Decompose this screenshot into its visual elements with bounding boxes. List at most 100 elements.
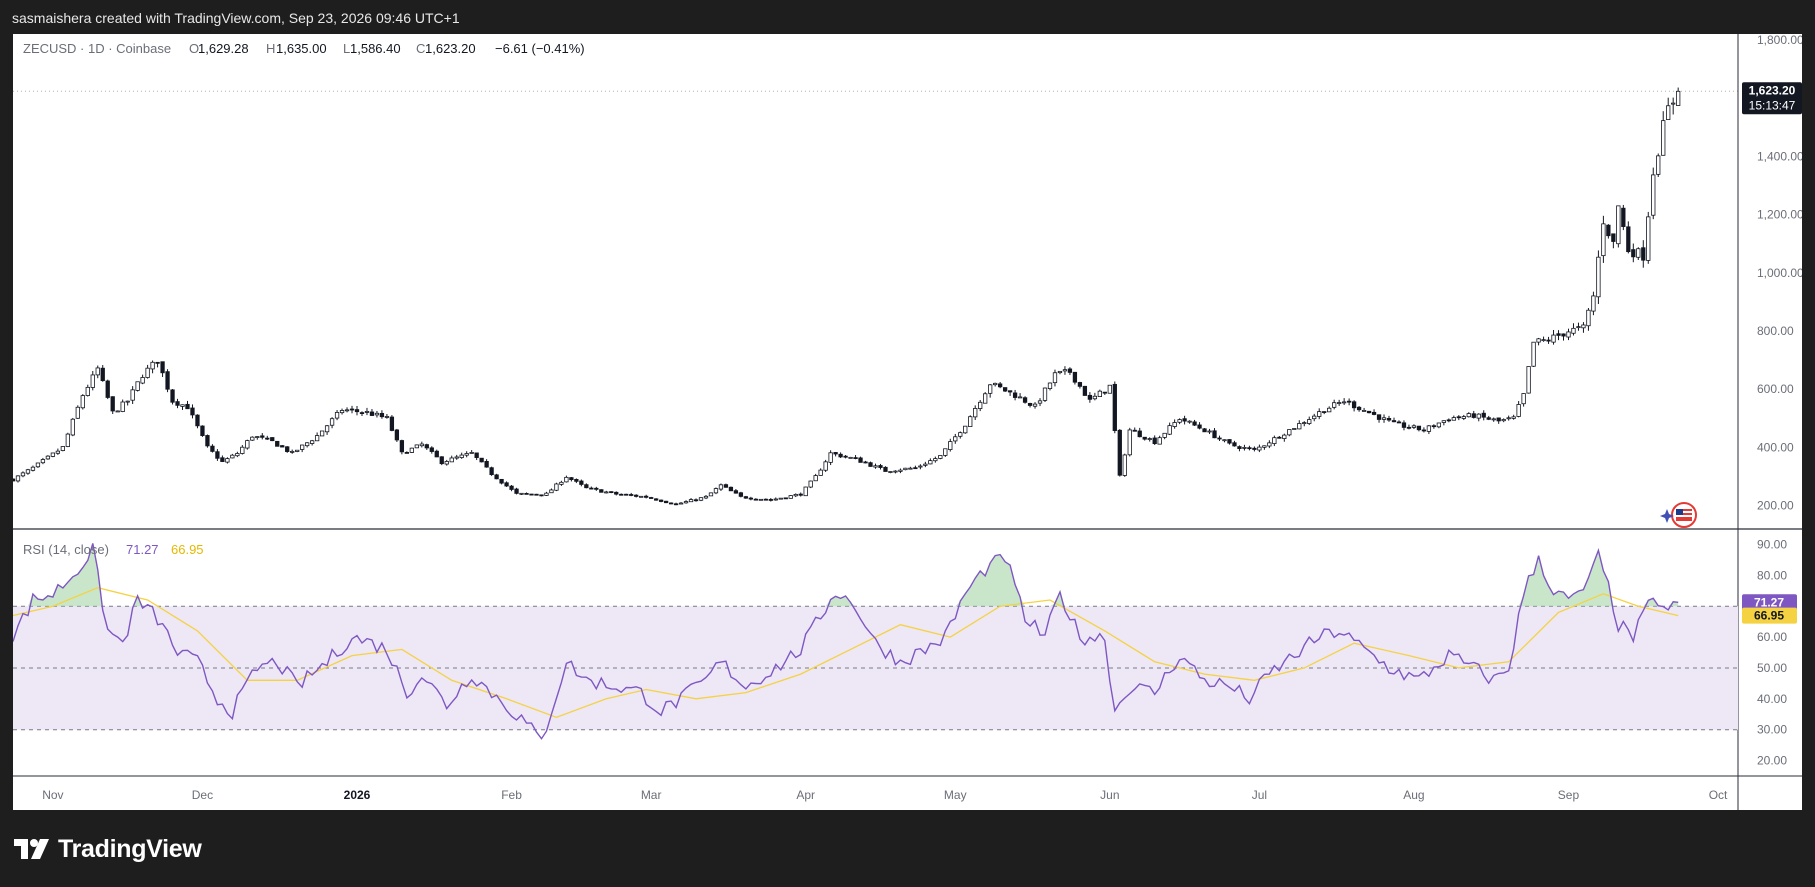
attribution-text: sasmaishera created with TradingView.com… xyxy=(12,10,460,26)
candle xyxy=(1626,221,1631,254)
candle xyxy=(469,450,474,454)
candle xyxy=(75,405,80,419)
rsi-tick-label: 20.00 xyxy=(1757,754,1787,768)
candle xyxy=(424,443,429,450)
rsi-band-fill xyxy=(13,606,1738,730)
candle xyxy=(763,498,768,501)
candle xyxy=(1237,445,1242,452)
candle xyxy=(863,460,868,464)
candle xyxy=(758,498,763,501)
candle xyxy=(1531,341,1536,367)
candle xyxy=(599,489,604,493)
candle xyxy=(429,446,434,454)
candle xyxy=(150,360,155,374)
candle xyxy=(225,457,230,464)
candle xyxy=(609,491,614,494)
candle xyxy=(1646,211,1651,264)
candle xyxy=(1162,432,1167,440)
candle xyxy=(354,406,360,416)
chart-frame: ZECUSD · 1D · Coinbase O 1,629.28 H 1,63… xyxy=(10,33,1804,810)
candle xyxy=(1561,333,1566,341)
candle xyxy=(130,386,135,405)
candle xyxy=(1676,87,1681,106)
legend-open-value: 1,629.28 xyxy=(198,41,249,56)
candle xyxy=(155,361,160,368)
price-tick-label: 1,200.00 xyxy=(1757,208,1802,222)
legend-symbol[interactable]: ZECUSD · 1D · Coinbase xyxy=(23,41,171,56)
candle xyxy=(255,436,260,440)
candle xyxy=(713,487,719,495)
candle xyxy=(549,488,554,494)
candle xyxy=(973,405,978,421)
tradingview-logo[interactable]: TradingView xyxy=(14,835,202,863)
time-tick-label: Mar xyxy=(641,788,662,802)
candle xyxy=(928,458,933,465)
candle xyxy=(1466,412,1471,418)
candle xyxy=(1007,390,1013,396)
candle xyxy=(1456,415,1461,421)
candle xyxy=(90,370,95,391)
candle xyxy=(828,450,833,466)
candle xyxy=(584,483,589,489)
candle xyxy=(250,436,255,441)
candle xyxy=(858,456,863,463)
candle xyxy=(10,478,16,482)
candle xyxy=(1491,417,1496,422)
candle xyxy=(658,499,664,503)
candle xyxy=(404,451,410,454)
candle xyxy=(190,404,195,419)
candle xyxy=(205,434,210,448)
candle xyxy=(459,452,464,459)
time-tick-label: Jun xyxy=(1100,788,1119,802)
candle xyxy=(374,410,380,418)
rsi-tick-label: 80.00 xyxy=(1757,568,1787,582)
candle xyxy=(479,457,484,463)
candle xyxy=(185,400,190,410)
candle xyxy=(1117,429,1122,477)
candle xyxy=(559,480,564,486)
candle xyxy=(1606,224,1611,239)
rsi-label[interactable]: RSI (14, close) xyxy=(23,542,109,557)
rsi-tick-label: 60.00 xyxy=(1757,630,1787,644)
chart-canvas[interactable]: ZECUSD · 1D · Coinbase O 1,629.28 H 1,63… xyxy=(10,33,1804,810)
candle xyxy=(918,464,923,470)
candle xyxy=(888,471,893,474)
candle xyxy=(40,457,46,465)
time-tick-label: Nov xyxy=(42,788,63,802)
time-tick-label: Oct xyxy=(1709,788,1728,802)
flag-icon[interactable] xyxy=(1671,502,1697,528)
legend-low-label: L xyxy=(343,41,350,56)
candle xyxy=(210,444,215,453)
candle xyxy=(624,493,629,496)
candle xyxy=(70,417,75,437)
candle xyxy=(384,413,390,419)
candle xyxy=(30,465,36,472)
price-axis: 200.00 400.00 600.00 800.00 1,000.00 1,200.00… xyxy=(1757,33,1804,513)
candle xyxy=(1391,417,1397,423)
candle xyxy=(1087,392,1093,403)
candle xyxy=(344,407,350,413)
candle xyxy=(1287,429,1292,437)
candle xyxy=(703,494,709,500)
candle xyxy=(1591,291,1596,316)
candle xyxy=(1037,398,1043,407)
candle xyxy=(414,444,419,449)
candle xyxy=(893,470,898,474)
candle xyxy=(1601,215,1606,263)
candle xyxy=(324,424,330,435)
candle xyxy=(464,451,469,458)
candle xyxy=(45,455,51,460)
candle xyxy=(798,492,803,497)
price-tick-label: 800.00 xyxy=(1757,324,1794,338)
candle xyxy=(1282,433,1287,442)
candle xyxy=(524,492,529,495)
candle xyxy=(534,493,539,496)
candle xyxy=(883,466,888,472)
candle xyxy=(569,477,574,482)
candle xyxy=(1666,97,1671,120)
candle xyxy=(594,486,599,491)
candle xyxy=(978,399,983,412)
candles xyxy=(10,87,1681,506)
candle xyxy=(1252,446,1257,452)
rsi-ma-line xyxy=(12,587,1679,718)
